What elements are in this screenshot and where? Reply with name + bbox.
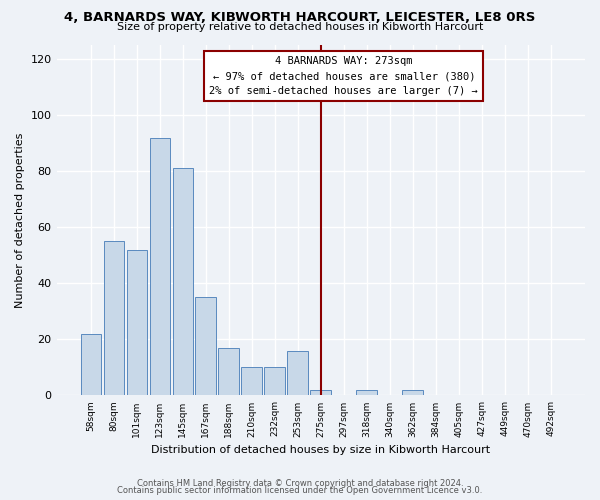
Bar — [218, 348, 239, 396]
Bar — [149, 138, 170, 396]
Bar — [173, 168, 193, 396]
Bar — [196, 298, 216, 396]
Bar — [80, 334, 101, 396]
Text: 4 BARNARDS WAY: 273sqm
← 97% of detached houses are smaller (380)
2% of semi-det: 4 BARNARDS WAY: 273sqm ← 97% of detached… — [209, 56, 478, 96]
Text: Contains HM Land Registry data © Crown copyright and database right 2024.: Contains HM Land Registry data © Crown c… — [137, 478, 463, 488]
Bar — [403, 390, 423, 396]
Bar — [127, 250, 147, 396]
Bar — [287, 350, 308, 396]
Text: Size of property relative to detached houses in Kibworth Harcourt: Size of property relative to detached ho… — [117, 22, 483, 32]
Bar — [104, 241, 124, 396]
Bar — [265, 368, 285, 396]
Y-axis label: Number of detached properties: Number of detached properties — [15, 132, 25, 308]
X-axis label: Distribution of detached houses by size in Kibworth Harcourt: Distribution of detached houses by size … — [151, 445, 490, 455]
Bar — [356, 390, 377, 396]
Bar — [241, 368, 262, 396]
Text: Contains public sector information licensed under the Open Government Licence v3: Contains public sector information licen… — [118, 486, 482, 495]
Bar — [310, 390, 331, 396]
Text: 4, BARNARDS WAY, KIBWORTH HARCOURT, LEICESTER, LE8 0RS: 4, BARNARDS WAY, KIBWORTH HARCOURT, LEIC… — [64, 11, 536, 24]
